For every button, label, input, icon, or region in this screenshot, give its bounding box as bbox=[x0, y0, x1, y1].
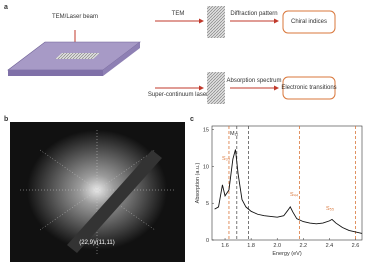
result-box bbox=[282, 10, 336, 34]
result: Chiral indices bbox=[291, 19, 327, 25]
nanotube bbox=[207, 6, 225, 38]
y-tick-label: 5 bbox=[206, 201, 209, 207]
y-axis-label: Absorption (a.u.) bbox=[195, 163, 201, 204]
nanotube bbox=[207, 72, 225, 104]
row-2: Super-continuum laser Absorption spectru… bbox=[148, 72, 337, 104]
panel-label: c bbox=[190, 116, 194, 123]
x-tick-label: 2.6 bbox=[352, 243, 360, 249]
peak-annotation: S₅₅ bbox=[326, 206, 334, 212]
peak-annotation: S₄₄ bbox=[290, 192, 299, 198]
image-caption: (22,9)/(11,11) bbox=[79, 240, 114, 246]
result-box bbox=[282, 76, 336, 100]
y-tick-label: 10 bbox=[203, 164, 209, 170]
x-tick-label: 2.0 bbox=[273, 243, 281, 249]
beam-label: TEM/Laser beam bbox=[52, 14, 98, 20]
beam-stop bbox=[67, 150, 162, 253]
x-tick-label: 1.6 bbox=[221, 243, 229, 249]
panel-label: a bbox=[4, 4, 8, 11]
spectrum-line bbox=[214, 149, 363, 234]
source: Super-continuum laser bbox=[148, 92, 208, 98]
peak-annotation: M₁₁ bbox=[230, 131, 238, 137]
sample-window bbox=[55, 53, 100, 59]
x-tick-label: 1.8 bbox=[247, 243, 255, 249]
row-1: TEM Diffraction pattern Chiral indices bbox=[155, 6, 336, 38]
peak-annotation: S₃₃ bbox=[222, 156, 230, 162]
source: TEM bbox=[172, 11, 185, 17]
result: Electronic transitions bbox=[281, 85, 336, 91]
x-tick-label: 2.2 bbox=[299, 243, 307, 249]
substrate-side bbox=[8, 70, 103, 76]
x-tick-label: 2.4 bbox=[326, 243, 334, 249]
probe: Absorption spectrum bbox=[226, 78, 281, 84]
y-tick-label: 0 bbox=[206, 238, 209, 244]
y-tick-label: 15 bbox=[203, 128, 209, 134]
substrate-side bbox=[103, 42, 140, 76]
plot-frame bbox=[211, 125, 363, 241]
chart: 1.6 1.8 2.0 2.2 2.4 2.6 0 5 10 15 Energy (eV) Absor… bbox=[195, 125, 363, 257]
x-axis-label: Energy (eV) bbox=[272, 251, 302, 257]
panel-label: b bbox=[4, 116, 8, 123]
probe: Diffraction pattern bbox=[230, 11, 277, 17]
